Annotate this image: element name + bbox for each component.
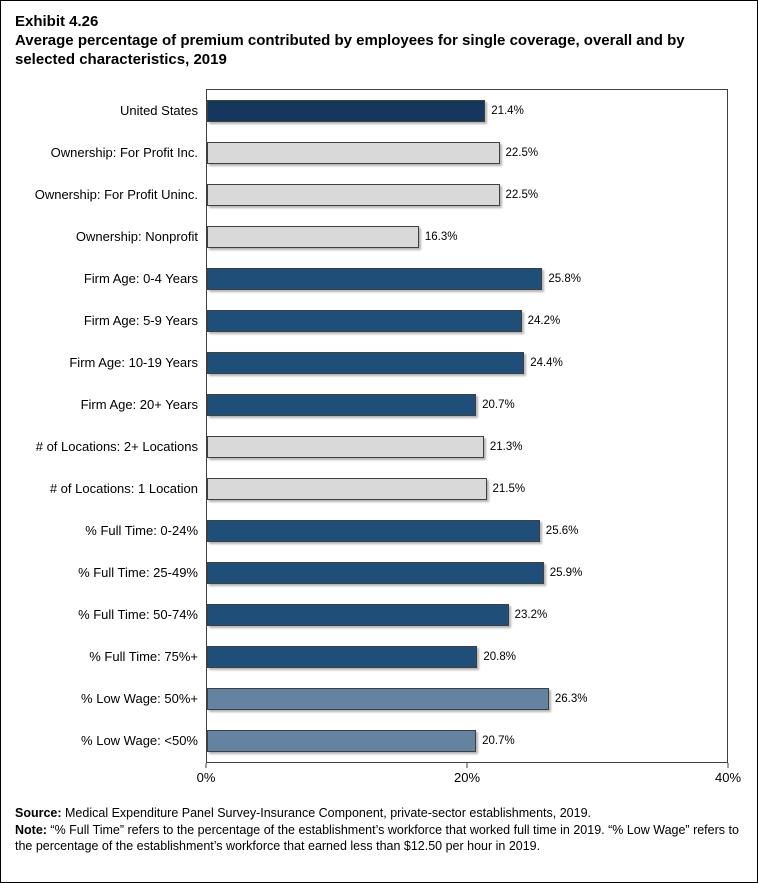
category-label: Firm Age: 5-9 Years bbox=[83, 312, 198, 328]
bar-row: 20.7% bbox=[207, 384, 727, 426]
bar bbox=[207, 688, 549, 711]
category-label: % Full Time: 75%+ bbox=[89, 648, 198, 664]
plot-area: 21.4% 22.5% 22.5% 16.3% 25.8% 24.2% 24.4% 20.7%… bbox=[206, 89, 728, 764]
bar-row: 20.7% bbox=[207, 720, 727, 762]
note-label: Note: bbox=[15, 822, 47, 837]
bar bbox=[207, 268, 543, 291]
bar bbox=[207, 100, 486, 123]
footer-notes: Source: Medical Expenditure Panel Survey… bbox=[1, 789, 757, 855]
bar bbox=[207, 226, 419, 249]
bar-value-label: 23.2% bbox=[514, 609, 548, 622]
bar bbox=[207, 184, 500, 207]
bar-row: 25.6% bbox=[207, 510, 727, 552]
bar-row: 23.2% bbox=[207, 594, 727, 636]
x-axis-tick-label: 0% bbox=[196, 770, 216, 786]
bar-value-label: 21.3% bbox=[489, 441, 523, 454]
bar-value-label: 26.3% bbox=[554, 693, 588, 706]
note-text: “% Full Time” refers to the percentage o… bbox=[15, 822, 739, 854]
bar-value-label: 25.8% bbox=[548, 273, 581, 286]
bar bbox=[207, 478, 487, 501]
category-label: Ownership: For Profit Uninc. bbox=[34, 186, 198, 202]
category-label: % Full Time: 25-49% bbox=[78, 564, 198, 580]
exhibit-label: Exhibit 4.26 bbox=[15, 13, 99, 30]
bar-value-label: 20.7% bbox=[482, 735, 515, 748]
bar-row: 25.8% bbox=[207, 258, 727, 300]
bar-value-label: 24.4% bbox=[530, 357, 563, 370]
bar-row: 25.9% bbox=[207, 552, 727, 594]
bar-chart: United States Ownership: For Profit Inc. O… bbox=[1, 89, 757, 764]
category-label: % Full Time: 50-74% bbox=[78, 606, 198, 622]
category-label: # of Locations: 2+ Locations bbox=[35, 438, 198, 454]
methods-note: Note: “% Full Time” refers to the percen… bbox=[15, 822, 739, 855]
bar bbox=[207, 646, 478, 669]
bar-row: 21.4% bbox=[207, 90, 727, 132]
bar-value-label: 22.5% bbox=[505, 147, 539, 160]
bar-value-label: 22.5% bbox=[505, 189, 539, 202]
category-label: % Low Wage: 50%+ bbox=[81, 690, 198, 706]
bar-row: 24.4% bbox=[207, 342, 727, 384]
source-label: Source: bbox=[15, 806, 62, 821]
bar-row: 21.5% bbox=[207, 468, 727, 510]
x-axis-tick-label: 20% bbox=[453, 770, 481, 786]
x-axis-tick-label: 40% bbox=[714, 770, 742, 786]
bar-value-label: 25.6% bbox=[545, 525, 579, 538]
bar-value-label: 20.7% bbox=[482, 399, 515, 412]
bar-row: 24.2% bbox=[207, 300, 727, 342]
category-label: Firm Age: 0-4 Years bbox=[83, 270, 198, 286]
bar bbox=[207, 730, 477, 753]
bar bbox=[207, 562, 544, 585]
bar-row: 21.3% bbox=[207, 426, 727, 468]
bar-value-label: 25.9% bbox=[549, 567, 583, 580]
x-axis-tick-mark bbox=[727, 763, 729, 769]
bar bbox=[207, 142, 500, 165]
category-label: % Full Time: 0-24% bbox=[85, 522, 198, 538]
category-label: Ownership: For Profit Inc. bbox=[50, 144, 198, 160]
bar-value-label: 24.2% bbox=[527, 315, 561, 328]
bar-row: 22.5% bbox=[207, 174, 727, 216]
source-text: Medical Expenditure Panel Survey-Insuran… bbox=[61, 806, 591, 821]
page-title: Average percentage of premium contribute… bbox=[15, 31, 685, 68]
bar bbox=[207, 604, 509, 627]
bar-row: 26.3% bbox=[207, 678, 727, 720]
bar-value-label: 16.3% bbox=[424, 231, 458, 244]
bar bbox=[207, 394, 477, 417]
x-axis-tick-mark bbox=[466, 763, 468, 769]
category-label: Firm Age: 10-19 Years bbox=[69, 354, 198, 370]
x-axis: 0% 20% 40% bbox=[197, 763, 741, 789]
bar-row: 20.8% bbox=[207, 636, 727, 678]
bar-value-label: 20.8% bbox=[483, 651, 516, 664]
category-label: Firm Age: 20+ Years bbox=[80, 396, 198, 412]
bar bbox=[207, 310, 522, 333]
bar bbox=[207, 520, 540, 543]
source-note: Source: Medical Expenditure Panel Survey… bbox=[15, 805, 739, 822]
bar-row: 22.5% bbox=[207, 132, 727, 174]
x-axis-tick-mark bbox=[205, 763, 207, 769]
bar bbox=[207, 352, 525, 375]
category-label: # of Locations: 1 Location bbox=[49, 480, 198, 496]
category-label: Ownership: Nonprofit bbox=[75, 228, 198, 244]
chart-header: Exhibit 4.26 Average percentage of premi… bbox=[1, 1, 757, 69]
y-axis-labels: United States Ownership: For Profit Inc. O… bbox=[1, 89, 206, 763]
bar-value-label: 21.4% bbox=[491, 105, 524, 118]
bar-row: 16.3% bbox=[207, 216, 727, 258]
bar bbox=[207, 436, 484, 459]
category-label: United States bbox=[119, 102, 198, 118]
bar-value-label: 21.5% bbox=[492, 483, 526, 496]
category-label: % Low Wage: <50% bbox=[81, 732, 198, 748]
